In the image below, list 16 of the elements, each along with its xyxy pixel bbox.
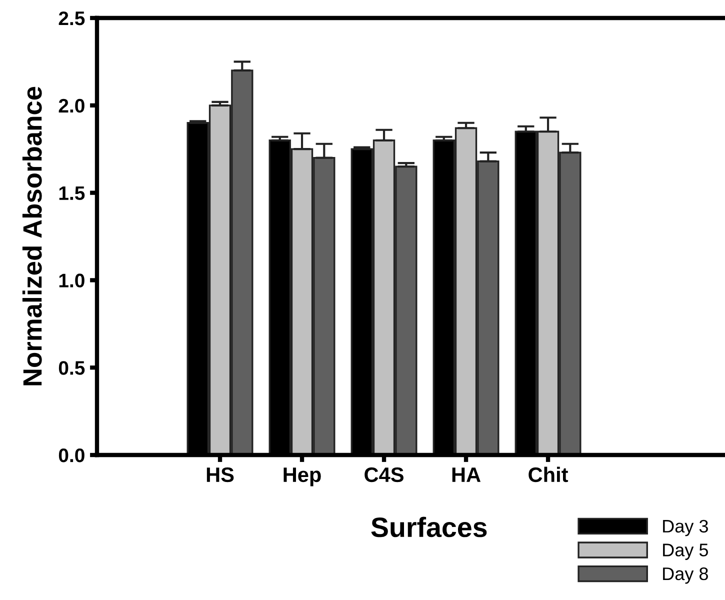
x-tick-label: HS [206,467,234,482]
y-tick-label: 2.5 [58,11,85,26]
y-tick-label: 0.5 [58,361,85,375]
x-tick-label: HA [452,468,481,482]
x-tick-label: Chit [528,466,568,482]
x-axis-title: Surfaces [371,516,487,538]
y-axis-title: Normalized Absorbance [22,86,42,386]
y-tick-label: 1.5 [59,186,85,200]
x-tick-label: C4S [364,467,404,482]
x-tick-label: Hep [284,468,321,486]
legend-label: Day 8 [663,567,708,584]
legend-label: Day 5 [663,544,708,560]
y-tick-label: 1.0 [59,274,84,288]
legend-label: Day 3 [663,520,708,536]
y-tick-label: 2.0 [58,98,84,113]
y-tick-label: 0.0 [58,448,84,462]
